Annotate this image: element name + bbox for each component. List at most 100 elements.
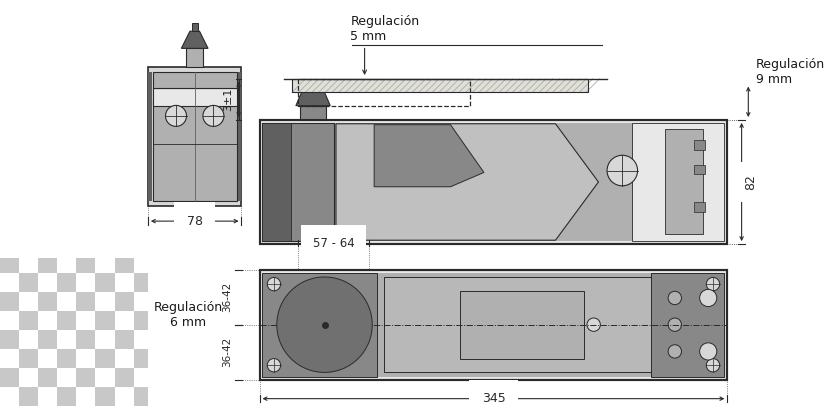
Bar bbox=[401, 196, 420, 215]
Bar bbox=[76, 139, 95, 158]
Bar bbox=[0, 5, 19, 24]
Bar bbox=[802, 254, 821, 273]
Bar bbox=[344, 292, 363, 311]
Bar bbox=[802, 5, 821, 24]
Circle shape bbox=[165, 105, 187, 127]
Bar bbox=[382, 196, 401, 215]
Bar bbox=[153, 196, 172, 215]
Bar bbox=[172, 44, 191, 63]
Bar bbox=[229, 0, 248, 5]
Bar bbox=[115, 196, 134, 215]
Bar bbox=[210, 120, 229, 139]
Bar bbox=[420, 158, 439, 177]
Bar bbox=[134, 368, 153, 387]
Bar bbox=[191, 292, 210, 311]
Bar bbox=[286, 120, 305, 139]
Bar bbox=[668, 120, 687, 139]
Bar bbox=[592, 82, 611, 101]
Bar bbox=[573, 5, 592, 24]
Bar bbox=[153, 349, 172, 368]
Bar bbox=[382, 5, 401, 24]
Bar bbox=[420, 330, 439, 349]
Bar bbox=[325, 254, 344, 273]
Bar bbox=[630, 387, 649, 406]
Circle shape bbox=[203, 105, 224, 127]
Bar bbox=[630, 120, 649, 139]
Bar bbox=[38, 24, 57, 44]
Bar bbox=[668, 254, 687, 273]
Bar bbox=[611, 63, 630, 82]
Bar bbox=[745, 330, 764, 349]
Bar bbox=[573, 158, 592, 177]
Bar bbox=[573, 24, 592, 44]
Bar bbox=[420, 215, 439, 234]
Bar bbox=[573, 196, 592, 215]
Bar bbox=[305, 330, 325, 349]
Bar bbox=[305, 63, 325, 82]
Bar bbox=[191, 368, 210, 387]
Bar bbox=[325, 273, 344, 292]
Bar bbox=[0, 158, 19, 177]
Bar bbox=[292, 79, 588, 92]
Bar bbox=[115, 215, 134, 234]
Bar bbox=[592, 120, 611, 139]
Bar bbox=[554, 44, 573, 63]
Bar bbox=[706, 330, 725, 349]
Bar bbox=[248, 44, 267, 63]
Bar bbox=[573, 101, 592, 120]
Bar bbox=[76, 101, 95, 120]
Bar bbox=[687, 63, 706, 82]
Bar bbox=[260, 270, 727, 380]
Bar bbox=[573, 0, 592, 5]
Bar bbox=[363, 330, 382, 349]
Bar bbox=[325, 44, 344, 63]
Bar bbox=[325, 82, 344, 101]
Bar bbox=[477, 0, 496, 5]
Bar bbox=[458, 311, 477, 330]
Bar bbox=[706, 158, 725, 177]
Bar bbox=[95, 368, 115, 387]
Bar bbox=[592, 177, 611, 196]
Bar bbox=[668, 5, 687, 24]
Bar bbox=[802, 311, 821, 330]
Bar bbox=[19, 349, 38, 368]
Bar bbox=[439, 101, 458, 120]
Bar bbox=[38, 215, 57, 234]
Bar bbox=[95, 24, 115, 44]
Bar bbox=[554, 234, 573, 254]
Bar bbox=[57, 24, 76, 44]
Bar bbox=[134, 82, 153, 101]
Bar bbox=[0, 63, 19, 82]
Bar bbox=[630, 234, 649, 254]
Bar bbox=[344, 63, 363, 82]
Bar bbox=[248, 0, 267, 5]
Bar bbox=[325, 120, 344, 139]
Bar bbox=[764, 234, 783, 254]
Bar bbox=[554, 63, 573, 82]
Bar bbox=[745, 273, 764, 292]
Bar bbox=[292, 79, 588, 92]
Bar bbox=[325, 387, 344, 406]
Bar bbox=[611, 196, 630, 215]
Bar bbox=[382, 234, 401, 254]
Bar bbox=[573, 387, 592, 406]
Bar bbox=[706, 63, 725, 82]
Bar bbox=[477, 234, 496, 254]
Bar bbox=[95, 158, 115, 177]
Bar bbox=[325, 139, 344, 158]
Bar bbox=[38, 177, 57, 196]
Bar bbox=[248, 330, 267, 349]
Bar bbox=[19, 311, 38, 330]
Bar bbox=[267, 177, 286, 196]
Bar bbox=[745, 196, 764, 215]
Bar bbox=[687, 24, 706, 44]
Text: 57 - 64: 57 - 64 bbox=[313, 237, 354, 249]
Bar bbox=[0, 254, 19, 273]
Bar bbox=[783, 292, 802, 311]
Bar bbox=[305, 82, 325, 101]
Bar bbox=[229, 63, 248, 82]
Bar bbox=[363, 387, 382, 406]
Bar bbox=[573, 139, 592, 158]
Bar bbox=[267, 24, 286, 44]
Bar bbox=[172, 215, 191, 234]
